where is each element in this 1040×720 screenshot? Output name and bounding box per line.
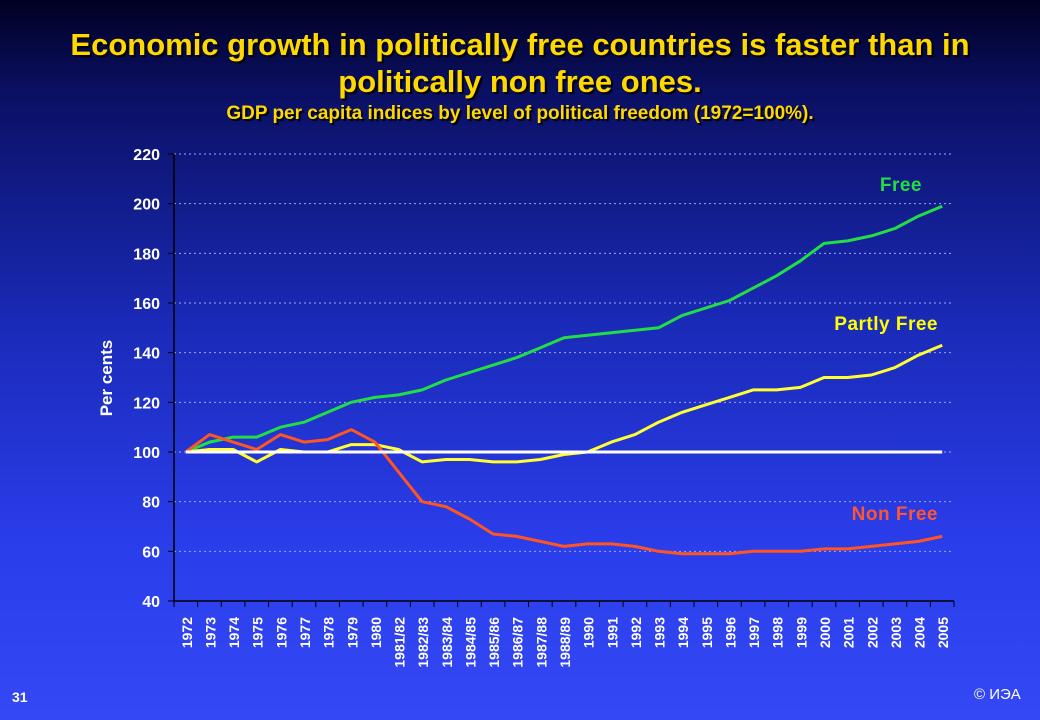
x-tick-label: 1993: [652, 617, 668, 648]
series-line-partly-free: [185, 343, 943, 464]
x-tick-label: 1991: [604, 617, 620, 648]
x-tick-label: 1997: [746, 617, 762, 648]
x-tick-label: 2001: [841, 617, 857, 648]
x-tick-label: 2005: [935, 617, 951, 648]
slide-title: Economic growth in politically free coun…: [70, 27, 970, 99]
x-tick-label: 1992: [628, 617, 644, 648]
x-tick-label: 1994: [675, 617, 691, 648]
x-tick-label: 2002: [864, 617, 880, 648]
x-tick-label: 2004: [912, 617, 928, 648]
x-tick-label: 1985/86: [486, 617, 502, 668]
x-tick-label: 1981/82: [392, 617, 408, 668]
x-tick-label: 1983/84: [439, 617, 455, 668]
y-tick-label: 140: [133, 346, 160, 363]
x-tick-label: 1990: [581, 617, 597, 648]
x-tick-label: 1982/83: [415, 617, 431, 668]
chart-subtitle: GDP per capita indices by level of polit…: [226, 103, 814, 124]
x-tick-label: 1975: [250, 617, 266, 648]
x-tick-label: 1999: [793, 617, 809, 648]
y-tick-label: 100: [133, 445, 160, 462]
x-tick-label: 1986/87: [510, 617, 526, 668]
x-tick-label: 1972: [179, 617, 195, 648]
y-tick-label: 80: [142, 495, 160, 512]
y-tick-label: 120: [133, 395, 160, 412]
slide-number: 31: [12, 689, 28, 705]
x-tick-label: 1978: [321, 617, 337, 648]
x-tick-label: 1974: [226, 617, 242, 648]
y-tick-label: 40: [142, 594, 160, 611]
y-axis-label: Per cents: [97, 340, 116, 417]
y-tick-label: 180: [133, 246, 160, 263]
x-tick-label: 2003: [888, 617, 904, 648]
x-tick-label: 1979: [344, 617, 360, 648]
x-tick-label: 1998: [770, 617, 786, 648]
x-tick-label: 1980: [368, 617, 384, 648]
x-tick-label: 1984/85: [462, 617, 478, 668]
x-tick-label: 2000: [817, 617, 833, 648]
x-tick-label: 1987/88: [533, 617, 549, 668]
x-tick-label: 1973: [202, 617, 218, 648]
copyright-text: © ИЭА: [974, 686, 1021, 703]
series-label-free: Free: [880, 175, 922, 196]
x-tick-label: 1996: [722, 617, 738, 648]
y-tick-label: 200: [133, 197, 160, 214]
y-tick-label: 160: [133, 296, 160, 313]
series-label-non-free: Non Free: [852, 504, 938, 525]
series-line-non-free: [184, 428, 943, 556]
series-line-free: [185, 204, 943, 454]
y-tick-label: 60: [142, 544, 160, 561]
y-tick-label: 220: [133, 147, 160, 164]
x-tick-label: 1988/89: [557, 617, 573, 668]
x-tick-label: 1976: [273, 617, 289, 648]
x-tick-label: 1977: [297, 617, 313, 648]
series-label-partly-free: Partly Free: [834, 314, 938, 335]
x-tick-label: 1995: [699, 617, 715, 648]
